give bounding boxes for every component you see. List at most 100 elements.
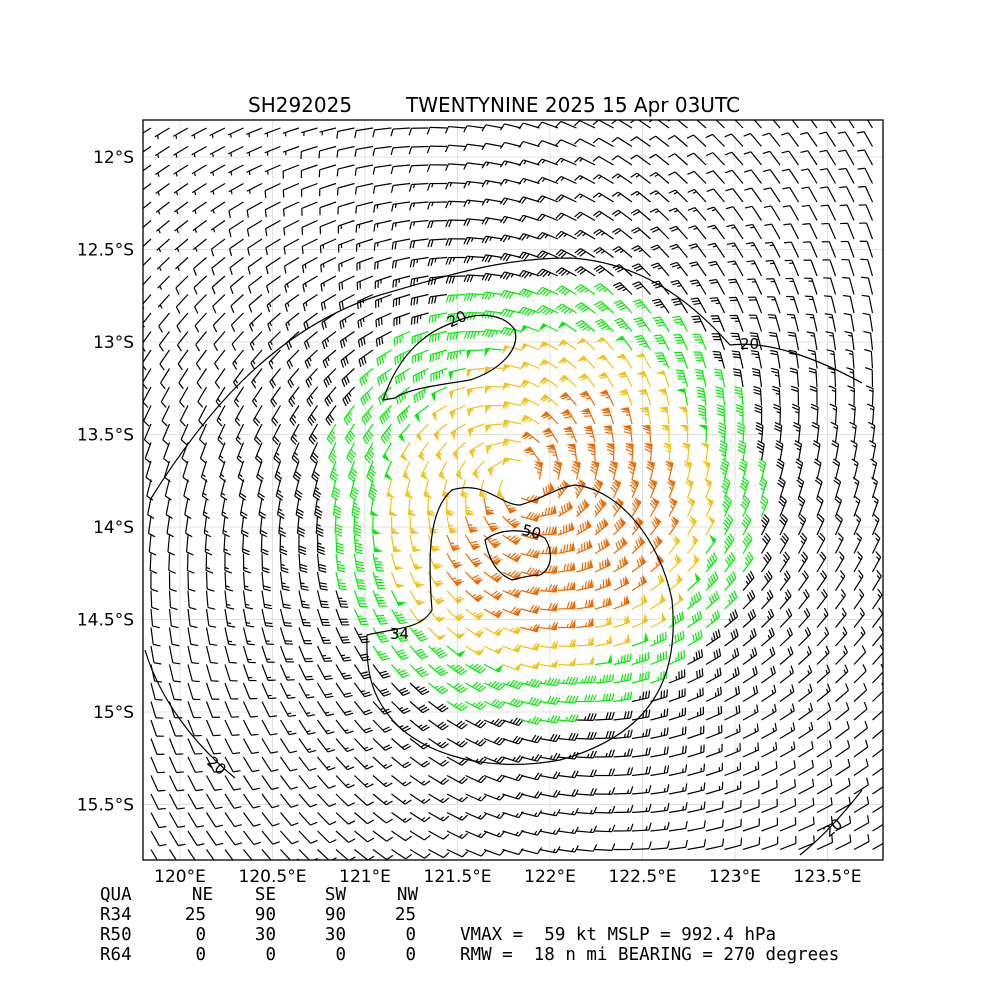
wind-barb (205, 571, 215, 592)
wind-barb (679, 424, 689, 443)
wind-barb (835, 588, 847, 610)
wind-barb (211, 257, 226, 276)
wind-barb (834, 513, 843, 536)
wind-barb (261, 645, 275, 663)
wind-barb (354, 719, 373, 734)
wind-barb (857, 149, 874, 166)
wind-barb (649, 497, 660, 517)
wind-barb (390, 590, 407, 607)
wind-barb (631, 497, 642, 517)
wind-barb (594, 692, 615, 703)
wind-barb (382, 442, 393, 462)
wind-barb (594, 517, 609, 536)
wind-barb (853, 532, 863, 554)
wind-barb (338, 293, 355, 310)
wind-barb (613, 804, 634, 814)
wind-barb (168, 812, 186, 828)
wind-barb (518, 233, 540, 241)
wind-barb (705, 120, 725, 129)
wind-barb (502, 811, 524, 819)
wind-barb (446, 774, 468, 785)
wind-barb (613, 317, 633, 332)
wind-barb (721, 495, 732, 517)
wind-barb (871, 569, 882, 591)
wind-barb (158, 331, 170, 352)
wind-barb (687, 687, 704, 703)
wind-barb (699, 442, 709, 462)
wind-barb (798, 608, 811, 628)
wind-barb (499, 123, 522, 131)
wind-barb (502, 401, 522, 410)
wind-barb (303, 331, 318, 350)
wind-barb (279, 627, 293, 645)
wind-barb (871, 532, 881, 554)
wind-barb (688, 243, 707, 258)
wind-barb (183, 479, 191, 501)
wind-barb (724, 724, 741, 740)
wind-barb (391, 830, 412, 842)
wind-barb (426, 497, 436, 516)
wind-barb (481, 142, 503, 151)
wind-barb (539, 394, 559, 406)
wind-barb (872, 748, 883, 758)
wind-barb (354, 682, 372, 698)
wind-barb (205, 553, 214, 574)
wind-barb (372, 145, 392, 157)
wind-barb (800, 150, 818, 166)
wind-barb (613, 575, 630, 592)
wind-barb (631, 574, 648, 592)
wind-barb (557, 656, 576, 666)
contour-label-20-b: 20 (740, 335, 759, 353)
wind-barb (412, 367, 429, 384)
wind-barb (373, 238, 392, 251)
wind-barb (816, 740, 832, 758)
wind-barb (697, 404, 707, 425)
wind-barb (668, 171, 688, 184)
wind-barb (594, 497, 607, 517)
wind-barb (224, 590, 235, 610)
wind-barb (372, 627, 390, 643)
wind-barb (354, 756, 374, 770)
wind-barb (349, 479, 359, 501)
wind-barb (354, 775, 374, 788)
wind-barb (734, 386, 744, 406)
table-header-nw: NW (397, 885, 419, 905)
wind-barb (388, 497, 398, 517)
wind-barb (370, 497, 380, 517)
wind-barb (705, 781, 724, 795)
wind-barb (580, 407, 596, 425)
wind-barb (261, 793, 280, 809)
wind-barb (502, 735, 524, 745)
wind-barb (466, 349, 485, 360)
wind-barb (499, 141, 522, 149)
wind-barb (335, 849, 356, 860)
wind-barb (227, 145, 244, 157)
wind-barb (252, 386, 263, 408)
wind-barb (520, 847, 543, 855)
wind-barb (409, 256, 429, 268)
wind-barb (853, 551, 863, 573)
wind-barb (386, 479, 396, 499)
wind-barb (391, 812, 412, 823)
wind-barb (841, 258, 855, 277)
wind-barb (193, 275, 207, 295)
wind-barb (723, 514, 734, 536)
wind-barb (779, 722, 796, 740)
wind-barb (413, 386, 429, 404)
wind-barb (712, 350, 726, 369)
wind-barb (790, 385, 800, 406)
wind-barb (305, 368, 318, 388)
wind-barb (445, 219, 466, 228)
chart-title-storm-name: TWENTYNINE 2025 15 Apr 03UTC (405, 93, 740, 117)
wind-barb (545, 444, 559, 462)
wind-barb (483, 811, 506, 820)
wind-barb (463, 180, 485, 189)
wind-barb (536, 195, 559, 203)
wind-barb (168, 645, 181, 665)
wind-barb (321, 331, 337, 350)
wind-barb (150, 590, 159, 611)
wind-barb (670, 279, 688, 295)
wind-barb (667, 153, 688, 166)
wind-barb (613, 614, 631, 629)
wind-barb (213, 331, 226, 352)
